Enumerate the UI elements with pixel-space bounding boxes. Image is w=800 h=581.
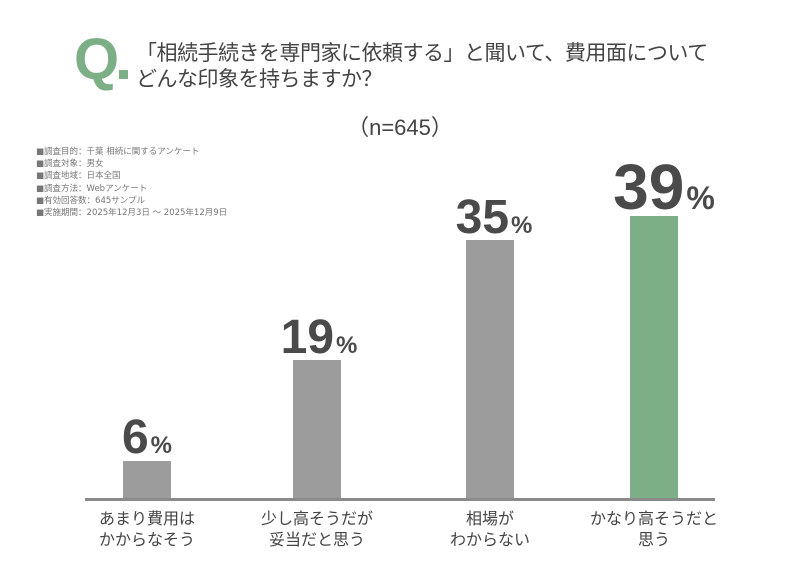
bar-1-label: あまり費用は かからなそう [98, 509, 195, 549]
q-dot-icon [119, 70, 129, 79]
bar-2-label: 少し高そうだが 妥当だと思う [260, 509, 373, 549]
q-letter: Q [74, 27, 119, 92]
note-method: ■調査方法：Webアンケート [36, 183, 148, 194]
note-target: ■調査対象：男女 [36, 159, 104, 170]
bar-1 [123, 461, 171, 498]
bar-3-label: 相場が わからない [449, 509, 530, 549]
bar-3-value: 35% [455, 191, 533, 244]
question-mark: Q [74, 27, 129, 92]
bar-2-value: 19% [280, 311, 358, 364]
title-line-1: 「相続手続きを専門家に依頼する」と聞いて、費用面について [136, 41, 708, 65]
note-purpose: ■調査目的：千葉 相続に関するアンケート [36, 147, 200, 157]
bar-4-highlight [630, 216, 678, 498]
sample-size: （n=645） [347, 115, 453, 140]
note-region: ■調査地域：日本全国 [36, 171, 121, 182]
note-valid-responses: ■有効回答数：645サンプル [36, 195, 146, 206]
title-line-2: どんな印象を持ちますか？ [136, 67, 382, 91]
chart-title: 「相続手続きを専門家に依頼する」と聞いて、費用面について どんな印象を持ちますか… [136, 40, 708, 92]
x-axis-line [85, 498, 715, 501]
bar-4-label: かなり高そうだと 思う [589, 509, 718, 549]
bar-1-value: 6% [121, 411, 173, 464]
note-period: ■実施期間：2025年12月3日 ～ 2025年12月9日 [36, 208, 228, 219]
bar-3 [466, 240, 514, 498]
bar-2 [293, 360, 341, 498]
bar-4-value: 39% [613, 151, 715, 223]
survey-notes: ■調査目的：千葉 相続に関するアンケート ■調査対象：男女 ■調査地域：日本全国… [36, 146, 227, 219]
